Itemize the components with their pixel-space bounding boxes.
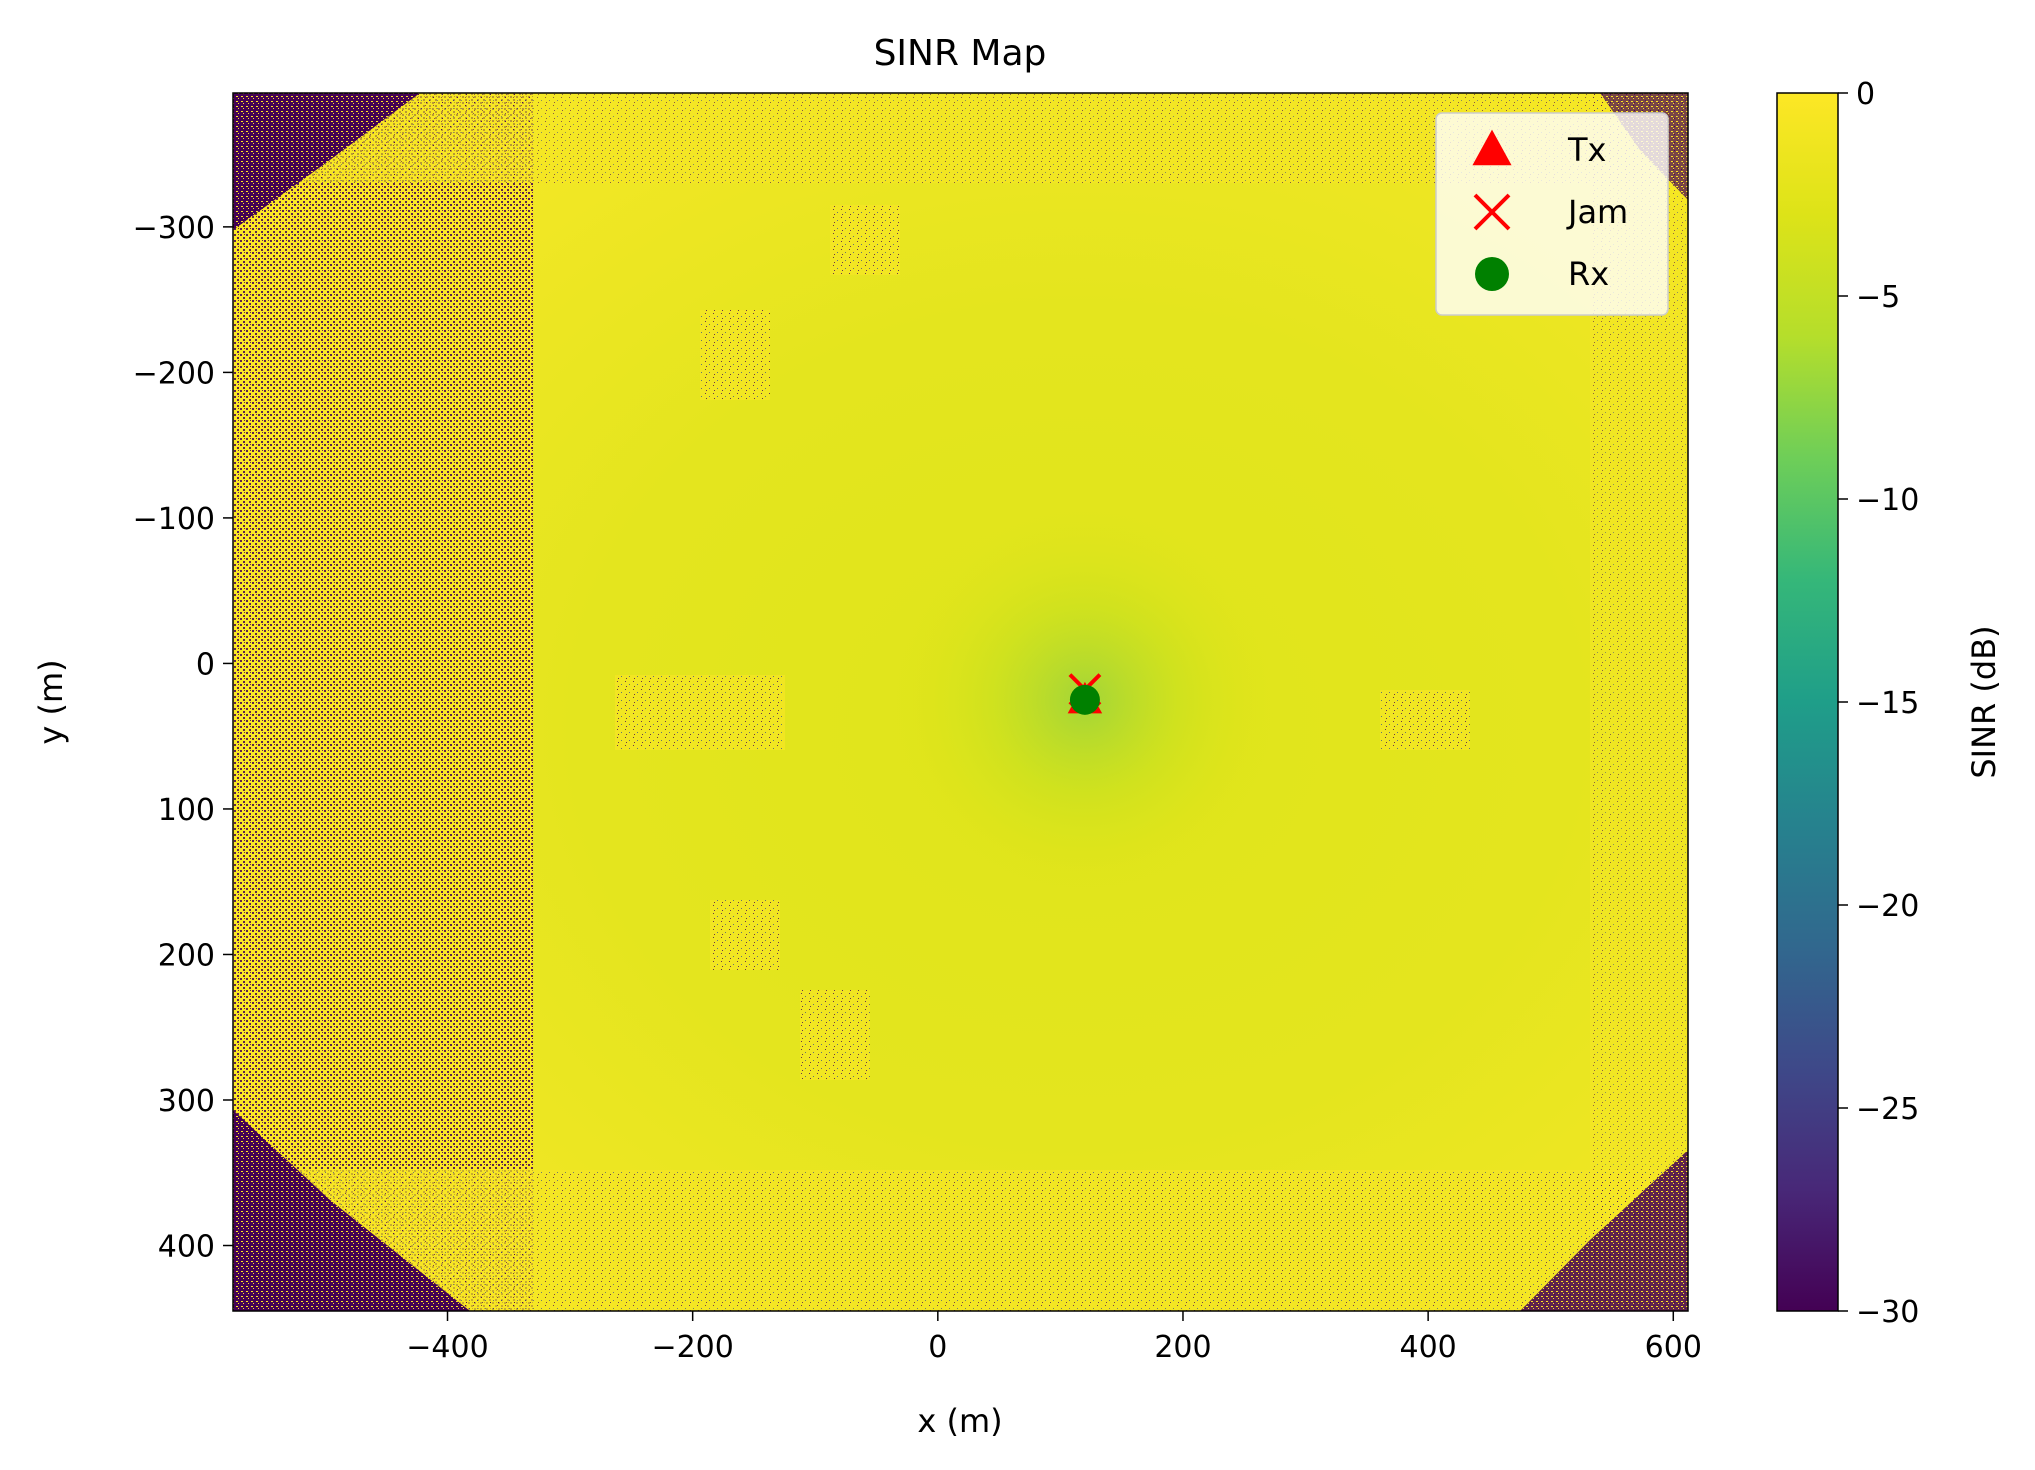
x-tick-label: 200 xyxy=(1154,1330,1211,1365)
marker-rx xyxy=(1069,684,1100,715)
legend-label-tx: Tx xyxy=(1567,131,1606,169)
colorbar-tick-label: −25 xyxy=(1856,1092,1919,1127)
x-axis-label: x (m) xyxy=(917,1402,1002,1440)
markers xyxy=(1067,673,1103,715)
plot-frame xyxy=(232,92,1689,1312)
legend-symbol-jam xyxy=(1473,193,1511,231)
y-axis-label: y (m) xyxy=(32,659,70,744)
x-tick-label: 0 xyxy=(928,1330,947,1365)
legend-label-jam: Jam xyxy=(1566,193,1628,231)
heatmap-corner-bottom-right xyxy=(1520,1150,1688,1311)
legend-symbol-jam-stroke xyxy=(1473,193,1511,231)
chart-title: SINR Map xyxy=(874,33,1047,74)
y-tick-label: −200 xyxy=(133,356,215,391)
building-shadows xyxy=(615,205,1470,1080)
legend: Tx Jam Rx xyxy=(1435,112,1669,316)
y-tick-label: 100 xyxy=(158,793,215,828)
heatmap-corner-bottom-left xyxy=(233,1110,470,1311)
colorbar-tick-label: −20 xyxy=(1856,889,1919,924)
y-tick-label: 200 xyxy=(158,938,215,973)
colorbar-gradient xyxy=(1776,92,1839,1312)
y-tick-label: −100 xyxy=(133,502,215,537)
x-tick-label: −200 xyxy=(651,1330,733,1365)
colorbar: 0 −5 −10 −15 −20 −25 −30 xyxy=(1776,77,1919,1330)
y-tick-label: 300 xyxy=(158,1084,215,1119)
legend-symbol-rx xyxy=(1475,257,1509,291)
colorbar-tick-label: −30 xyxy=(1856,1295,1919,1330)
y-tick-label: 0 xyxy=(196,647,215,682)
y-tick-label: −300 xyxy=(133,211,215,246)
legend-symbol-tx xyxy=(1472,129,1512,166)
colorbar-tick-label: 0 xyxy=(1856,77,1875,112)
heatmap-bottom-band xyxy=(233,1170,1688,1311)
x-tick-label: 400 xyxy=(1400,1330,1457,1365)
x-tick-label: −400 xyxy=(406,1330,488,1365)
heatmap-corner-top-left xyxy=(233,93,420,230)
y-axis: −300 −200 −100 0 100 200 300 400 xyxy=(133,211,233,1265)
colorbar-tick-label: −15 xyxy=(1856,686,1919,721)
legend-box xyxy=(1435,112,1669,316)
colorbar-tick-label: −10 xyxy=(1856,483,1919,518)
x-tick-label: 600 xyxy=(1645,1330,1702,1365)
colorbar-label: SINR (dB) xyxy=(1965,625,2003,778)
colorbar-tick-label: −5 xyxy=(1856,280,1900,315)
legend-label-rx: Rx xyxy=(1568,255,1609,293)
x-axis: −400 −200 0 200 400 600 xyxy=(406,1311,1702,1365)
y-tick-label: 400 xyxy=(158,1230,215,1265)
heatmap-left-band xyxy=(233,93,533,1311)
